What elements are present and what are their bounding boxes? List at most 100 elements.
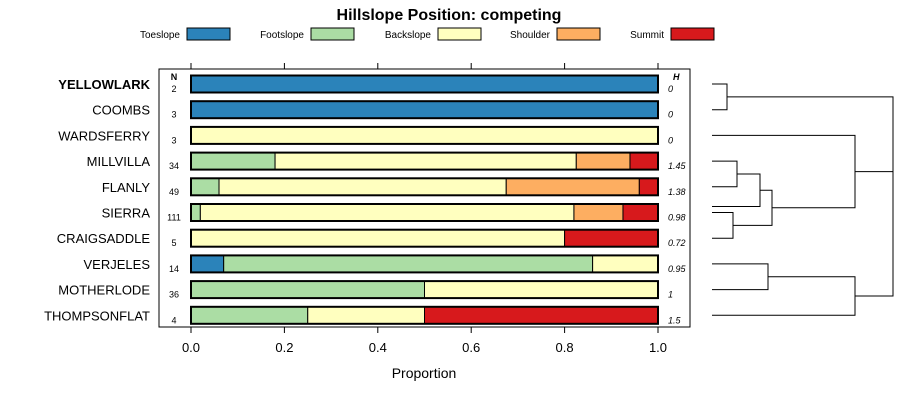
bar-segment [424, 306, 659, 325]
bar-outline [190, 254, 659, 274]
dendrogram-branch [712, 160, 738, 188]
row-n: 3 [171, 110, 176, 120]
row-label: VERJELES [84, 257, 151, 272]
row-h: 1 [668, 290, 673, 300]
row-h: 1.45 [668, 161, 687, 171]
bar-segment [190, 126, 659, 145]
x-tick-label: 0.0 [182, 340, 200, 355]
row-n: 5 [171, 238, 176, 248]
legend-label: Footslope [260, 30, 304, 41]
legend-label: Backslope [385, 30, 432, 41]
x-tick-label: 0.8 [556, 340, 574, 355]
bar-outline [190, 177, 659, 197]
bar-segment [622, 203, 659, 222]
dendrogram [712, 83, 894, 316]
row-n: 49 [169, 187, 179, 197]
row-label: WARDSFERRY [58, 128, 150, 143]
bar-segment [638, 177, 659, 196]
bar-segment [218, 177, 507, 196]
bar-outline [190, 125, 659, 145]
bar-segment [424, 280, 659, 299]
x-tick-label: 1.0 [649, 340, 667, 355]
bar-segment [190, 177, 220, 196]
legend-swatch [186, 27, 231, 41]
bar-segment [505, 177, 640, 196]
bar-segment [629, 152, 659, 171]
row-n: 36 [169, 290, 179, 300]
bar-segment [190, 229, 566, 248]
bar-outline [190, 74, 659, 94]
plot-frame [158, 68, 691, 328]
legend-label: Summit [630, 30, 664, 41]
dendrogram-branch [712, 83, 728, 111]
bar-segment [573, 203, 624, 222]
bar-outline [190, 228, 659, 248]
row-label: MOTHERLODE [58, 283, 150, 298]
bar-segment [564, 229, 659, 248]
bar-segment [190, 254, 225, 273]
row-h: 0.95 [668, 264, 687, 274]
bar-outline [190, 100, 659, 120]
dendrogram-branch [733, 189, 773, 226]
x-tick-label: 0.2 [275, 340, 293, 355]
bar-outline [190, 280, 659, 300]
bar-segment [307, 306, 425, 325]
dendrogram-branch [712, 212, 734, 239]
h-column-header: H [673, 72, 680, 82]
row-label: CRAIGSADDLE [57, 231, 151, 246]
x-tick-label: 0.4 [369, 340, 387, 355]
row-label: FLANLY [102, 180, 150, 195]
bar-segment [575, 152, 631, 171]
dendrogram-branch [727, 96, 894, 234]
row-n: 3 [171, 135, 176, 145]
bar-segment [190, 152, 276, 171]
bar-segment [274, 152, 577, 171]
bar-segment [190, 100, 659, 119]
legend-swatch [556, 27, 601, 41]
legend-label: Toeslope [140, 30, 180, 41]
row-label: THOMPSONFLAT [44, 308, 150, 323]
row-h: 0.72 [668, 238, 686, 248]
x-tick-label: 0.6 [462, 340, 480, 355]
row-n: 4 [171, 315, 176, 325]
legend-swatch [310, 27, 355, 41]
row-h: 0 [668, 110, 673, 120]
bar-outline [190, 305, 659, 325]
bar-outline [190, 203, 659, 222]
legend-swatch [670, 27, 715, 41]
row-label: YELLOWLARK [58, 77, 150, 92]
plot-area: N H 0.0 0.2 0.4 0.6 0.8 1.0 YELLOWLARK 2 0 COOMBS 3 0… [44, 63, 691, 355]
bar-segment [592, 254, 659, 273]
row-h: 0.98 [668, 213, 686, 223]
row-h: 0 [668, 135, 673, 145]
row-h: 0 [668, 84, 673, 94]
dendrogram-branch [712, 276, 856, 316]
bar-segment [190, 203, 201, 222]
n-column-header: N [171, 72, 178, 82]
legend-swatch [437, 27, 482, 41]
bar-segment [190, 306, 309, 325]
dendrogram-branch [712, 173, 761, 207]
row-n: 111 [167, 213, 181, 223]
row-label: MILLVILLA [87, 154, 151, 169]
x-axis-label: Proportion [392, 365, 457, 381]
dendrogram-branch [855, 171, 894, 297]
bar-segment [190, 75, 659, 93]
row-label: COOMBS [92, 103, 150, 118]
row-n: 34 [169, 161, 179, 171]
bar-outline [190, 151, 659, 171]
bar-segment [223, 254, 594, 273]
legend-label: Shoulder [510, 30, 551, 41]
dendrogram-branch [712, 263, 769, 291]
dendrogram-branch [712, 134, 856, 209]
chart-title: Hillslope Position: competing [337, 7, 562, 24]
bar-segment [199, 203, 575, 222]
row-n: 14 [169, 264, 179, 274]
legend: Toeslope Footslope Backslope Shoulder Summit [140, 27, 715, 41]
row-h: 1.5 [668, 315, 682, 325]
row-n: 2 [171, 84, 176, 94]
row-label: SIERRA [102, 206, 151, 221]
row-h: 1.38 [668, 187, 686, 197]
bar-segment [190, 280, 425, 299]
